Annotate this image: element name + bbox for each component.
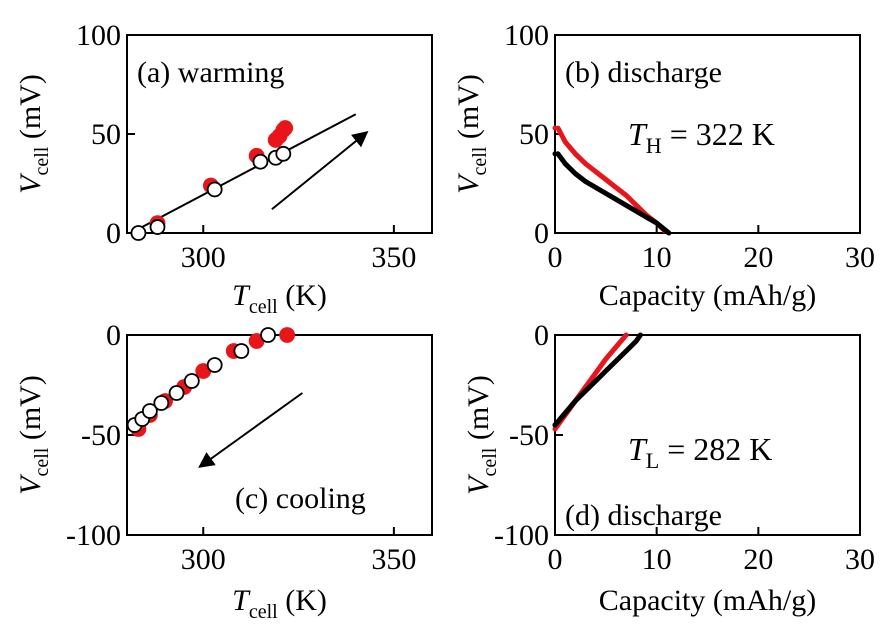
data-point: [149, 219, 166, 235]
data-point: [260, 327, 276, 343]
direction-arrow: [271, 131, 369, 211]
annotation-symbol: T: [628, 116, 648, 152]
data-point: [168, 385, 185, 401]
series-start-point: [552, 151, 558, 157]
x-axis-label-subscript: cell: [249, 601, 278, 623]
y-axis-label-symbol: V: [14, 473, 47, 495]
y-tick-label: -100: [66, 519, 121, 552]
data-point: [153, 395, 170, 411]
y-axis-label-subscript: cell: [469, 146, 491, 175]
data-point: [206, 181, 223, 198]
x-tick-label: 300: [181, 241, 226, 274]
y-axis-label-symbol: V: [452, 172, 485, 194]
x-tick-label: 350: [371, 241, 416, 274]
x-tick-label: 300: [181, 543, 226, 576]
y-tick-label: 50: [91, 118, 121, 151]
data-point: [279, 327, 296, 343]
data-point: [252, 153, 269, 170]
panel-a-warming: 300 350 0 50 100 Tcell (K) Vcell (mV) (a) warmi…: [14, 19, 433, 318]
temperature-annotation: TH = 322 K: [628, 116, 775, 158]
y-axis-label-unit: (mV): [14, 74, 47, 146]
x-tick-label: 20: [743, 241, 773, 274]
y-tick-label: 0: [534, 217, 549, 250]
y-axis-label-subscript: cell: [31, 447, 53, 476]
y-axis-label-unit: (mV): [462, 375, 495, 447]
y-axis-label-subscript: cell: [479, 447, 501, 476]
x-axis-label: Tcell (K): [232, 279, 327, 318]
panel-label: (b) discharge: [565, 56, 722, 89]
annotation-value: = 282 K: [659, 431, 772, 467]
y-axis-label-unit: (mV): [452, 74, 485, 146]
x-tick-label: 10: [642, 543, 672, 576]
x-tick-label: 0: [548, 241, 563, 274]
y-axis-label-symbol: V: [462, 473, 495, 495]
y-tick-label: -50: [81, 419, 121, 452]
series-line: [552, 332, 643, 428]
annotation-subscript: L: [646, 448, 659, 473]
x-axis-label-subscript: cell: [249, 296, 278, 318]
data-point: [277, 120, 294, 136]
y-axis-label: Vcell (mV): [462, 375, 501, 495]
x-tick-label: 30: [845, 543, 875, 576]
y-axis-label: Vcell (mV): [452, 74, 491, 194]
y-tick-label: 0: [106, 319, 121, 352]
data-point: [183, 373, 200, 389]
x-axis-label-symbol: T: [232, 279, 251, 312]
x-tick-label: 10: [642, 241, 672, 274]
direction-arrow: [198, 392, 303, 468]
data-point: [233, 343, 250, 359]
x-axis-label-text: Capacity (mAh/g): [599, 279, 816, 312]
x-axis-label-unit: (K): [278, 279, 327, 312]
y-axis-label: Vcell (mV): [14, 74, 53, 194]
panel-label: (c) cooling: [235, 482, 366, 515]
y-axis-label: Vcell (mV): [14, 375, 53, 495]
y-tick-label: -50: [509, 419, 549, 452]
data-point: [275, 145, 292, 162]
x-axis-label: Tcell (K): [232, 584, 327, 623]
panel-label: (d) discharge: [565, 499, 722, 532]
x-tick-label: 350: [371, 543, 416, 576]
x-axis-label-symbol: T: [232, 584, 251, 617]
y-axis-label-symbol: V: [14, 172, 47, 194]
x-axis-label-text: Capacity (mAh/g): [599, 584, 816, 617]
panel-c-cooling: 300 350 -100 -50 0 Tcell (K) Vcell (mV) (c) coo…: [14, 319, 433, 623]
x-axis-label: Capacity (mAh/g): [599, 584, 816, 617]
series-start-point: [552, 125, 558, 131]
annotation-subscript: H: [646, 133, 662, 158]
temperature-annotation: TL = 282 K: [628, 431, 772, 473]
data-point: [141, 403, 158, 419]
series-line: [555, 151, 672, 236]
x-tick-label: 20: [743, 543, 773, 576]
data-point: [130, 225, 147, 241]
x-tick-label: 0: [548, 543, 563, 576]
series-start-point: [552, 426, 558, 432]
x-axis-label-unit: (K): [278, 584, 327, 617]
annotation-value: = 322 K: [662, 116, 775, 152]
x-tick-label: 30: [845, 241, 875, 274]
y-tick-label: 100: [504, 19, 549, 52]
linear-fit-line: [130, 113, 357, 234]
panel-label: (a) warming: [137, 56, 284, 89]
annotation-symbol: T: [628, 431, 648, 467]
y-tick-label: 100: [76, 19, 121, 52]
panel-d-discharge-cold: 0 10 20 30 -100 -50 0 Capacity (mAh/g) Vcell (mV…: [462, 319, 875, 617]
y-tick-label: 50: [519, 118, 549, 151]
y-tick-label: 0: [534, 319, 549, 352]
y-axis-label-subscript: cell: [31, 146, 53, 175]
y-axis-label-unit: (mV): [14, 375, 47, 447]
x-axis-label: Capacity (mAh/g): [599, 279, 816, 312]
y-tick-label: 0: [106, 217, 121, 250]
series-start-point: [552, 422, 558, 428]
y-tick-label: -100: [494, 519, 549, 552]
data-point: [206, 357, 223, 373]
